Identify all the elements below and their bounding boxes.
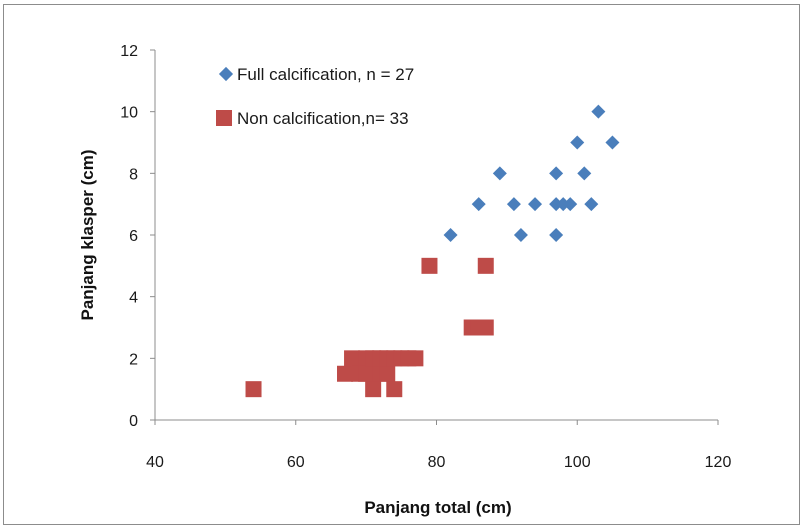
x-tick-label: 120 — [705, 454, 732, 471]
non-calcification-point — [337, 365, 354, 382]
legend-label-full-calcification: Full calcification, n = 27 — [237, 65, 414, 84]
full-calcification-point — [556, 197, 571, 212]
legend-square-marker — [216, 110, 232, 126]
non-calcification-point — [477, 257, 494, 274]
y-tick-label: 0 — [129, 413, 138, 430]
legend-diamond-marker — [218, 66, 234, 82]
x-tick-label: 40 — [146, 454, 164, 471]
full-calcification-point — [506, 197, 521, 212]
full-calcification-point — [549, 166, 564, 181]
y-tick-labels: 0 2 4 6 8 10 12 — [120, 43, 155, 430]
full-calcification-point — [492, 166, 507, 181]
y-tick-label: 10 — [120, 105, 138, 122]
x-axis-title: Panjang total (cm) — [364, 498, 511, 517]
full-calcification-point — [549, 228, 564, 242]
full-calcification-point — [591, 104, 606, 119]
legend-item-non-calcification: Non calcification,n= 33 — [216, 109, 409, 128]
chart-frame — [3, 4, 800, 525]
full-calcification-point — [471, 197, 486, 212]
full-calcification-point — [513, 228, 528, 242]
non-calcification-point — [358, 365, 375, 382]
full-calcification-point — [563, 197, 578, 212]
x-tick-label: 60 — [287, 454, 305, 471]
y-tick-label: 12 — [120, 43, 138, 60]
legend-label-non-calcification: Non calcification,n= 33 — [237, 109, 409, 128]
x-tick-label: 80 — [428, 454, 446, 471]
data-points — [245, 104, 620, 398]
legend: Full calcification, n = 27 Non calcifica… — [216, 65, 414, 128]
y-tick-label: 4 — [129, 290, 138, 307]
full-calcification-point — [528, 197, 543, 212]
full-calcification-point — [584, 197, 599, 212]
non-calcification-point — [477, 319, 494, 336]
y-axis-title: Panjang klasper (cm) — [78, 149, 97, 320]
full-calcification-point — [443, 228, 458, 242]
full-calcification-point — [605, 135, 620, 150]
non-calcification-point — [245, 381, 262, 398]
non-calcification-point — [344, 350, 361, 367]
legend-item-full-calcification: Full calcification, n = 27 — [218, 65, 414, 84]
y-tick-label: 8 — [129, 166, 138, 183]
non-calcification-point — [379, 365, 396, 382]
full-calcification-point — [549, 197, 564, 212]
non-calcification-point — [421, 257, 438, 274]
non-calcification-point — [407, 350, 424, 367]
y-tick-label: 6 — [129, 228, 138, 245]
full-calcification-point — [570, 135, 585, 150]
non-calcification-point — [386, 381, 403, 398]
non-calcification-point — [365, 381, 382, 398]
x-tick-labels: 40 60 80 100 120 — [146, 420, 731, 471]
y-tick-label: 2 — [129, 351, 138, 368]
x-tick-label: 100 — [564, 454, 591, 471]
full-calcification-point — [577, 166, 592, 181]
